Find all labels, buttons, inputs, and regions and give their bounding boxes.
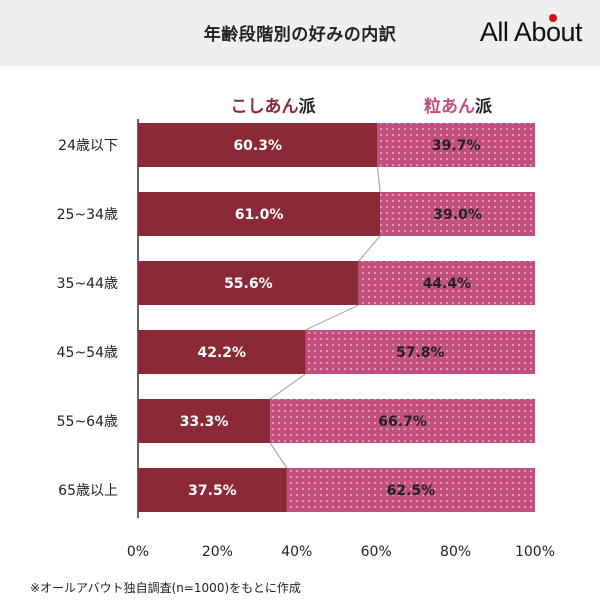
legend-koshian: こしあん派	[168, 92, 378, 117]
bar-koshian	[138, 468, 287, 512]
data-label-koshian: 55.6%	[224, 276, 273, 292]
logo-red-dot	[549, 13, 558, 22]
bar-tsubuan	[358, 261, 535, 305]
x-tick-label: 0%	[127, 544, 149, 560]
logo-text: All Ab	[479, 16, 547, 47]
legend-tsubuan-suffix: 派	[475, 97, 492, 117]
bar-koshian	[138, 192, 381, 236]
logo-o-with-dot: o	[546, 13, 561, 48]
connector-line	[305, 304, 359, 331]
bar-tsubuan	[380, 192, 535, 236]
footnote: ※オールアバウト独自調査(n=1000)をもとに作成	[30, 581, 301, 595]
data-label-koshian: 37.5%	[188, 483, 237, 499]
legend-koshian-label: こしあん	[230, 97, 299, 117]
data-label-tsubuan: 44.4%	[423, 276, 472, 292]
connector-line	[269, 442, 288, 469]
x-tick-label: 20%	[202, 544, 233, 560]
x-tick-label: 60%	[361, 544, 392, 560]
connector-line	[376, 166, 381, 193]
data-label-koshian: 33.3%	[180, 414, 229, 430]
data-label-tsubuan: 66.7%	[378, 414, 427, 430]
data-label-tsubuan: 39.0%	[433, 207, 482, 223]
legend-tsubuan: 粒あん派	[378, 92, 538, 117]
bar-tsubuan	[286, 468, 535, 512]
logo-text-end: ut	[560, 16, 582, 47]
data-label-koshian: 61.0%	[235, 207, 284, 223]
connector-line	[269, 373, 306, 400]
legend-koshian-suffix: 派	[298, 97, 316, 117]
category-label: 55~64歳	[57, 414, 118, 430]
data-label-tsubuan: 39.7%	[432, 138, 481, 154]
x-tick-label: 100%	[515, 544, 555, 560]
connector-line	[358, 235, 381, 262]
bar-koshian	[138, 399, 271, 443]
x-tick-label: 40%	[281, 544, 312, 560]
data-label-koshian: 60.3%	[233, 138, 282, 154]
bar-koshian	[138, 123, 378, 167]
category-label: 24歳以下	[58, 138, 118, 154]
category-label: 25~34歳	[57, 207, 118, 223]
bar-tsubuan	[305, 330, 535, 374]
bar-tsubuan	[270, 399, 535, 443]
bar-koshian	[138, 330, 306, 374]
data-label-koshian: 42.2%	[197, 345, 246, 361]
chart-header	[0, 0, 600, 66]
bar-tsubuan	[377, 123, 535, 167]
bar-koshian	[138, 261, 359, 305]
x-tick-label: 80%	[440, 544, 471, 560]
data-label-tsubuan: 57.8%	[396, 345, 445, 361]
category-label: 35~44歳	[57, 276, 118, 292]
chart-title: 年齢段階別の好みの内訳	[203, 25, 397, 45]
legend-tsubuan-label: 粒あん	[424, 97, 475, 117]
category-label: 65歳以上	[58, 483, 118, 499]
data-label-tsubuan: 62.5%	[387, 483, 436, 499]
allabout-logo: All Ab o ut	[479, 13, 582, 50]
category-label: 45~54歳	[57, 345, 118, 361]
